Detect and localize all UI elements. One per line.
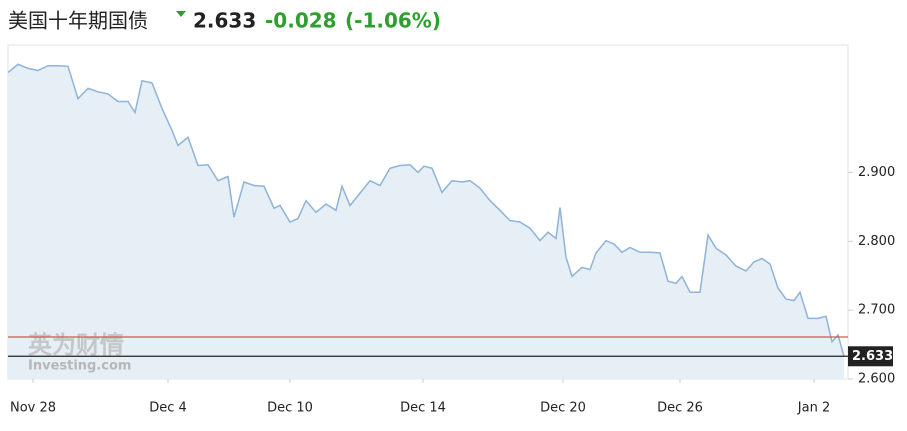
x-tick-label: Dec 10 (267, 401, 313, 416)
down-arrow (176, 11, 186, 17)
change-percent: (-1.06%) (345, 9, 441, 33)
watermark: 英为财情 (28, 331, 124, 359)
price: 2.633 (193, 9, 256, 33)
current-label: 2.633 (852, 349, 893, 364)
chart-title: 美国十年期国债 (8, 9, 148, 33)
change: -0.028 (265, 9, 337, 33)
x-tick-label: Dec 4 (149, 401, 187, 416)
watermark: Investing.com (28, 359, 131, 374)
x-tick-label: Dec 26 (657, 401, 703, 416)
x-tick-label: Jan 2 (797, 401, 830, 416)
y-tick-label: 2.800 (858, 234, 895, 249)
area-fill (8, 64, 844, 380)
x-tick-label: Nov 28 (10, 401, 56, 416)
y-tick-label: 2.700 (858, 303, 895, 318)
price-line (7, 63, 845, 357)
x-tick-label: Dec 14 (400, 401, 446, 416)
x-tick-label: Dec 20 (540, 401, 586, 416)
y-tick-label: 2.600 (858, 372, 895, 387)
y-tick-label: 2.900 (858, 165, 895, 180)
current-box (848, 346, 893, 367)
